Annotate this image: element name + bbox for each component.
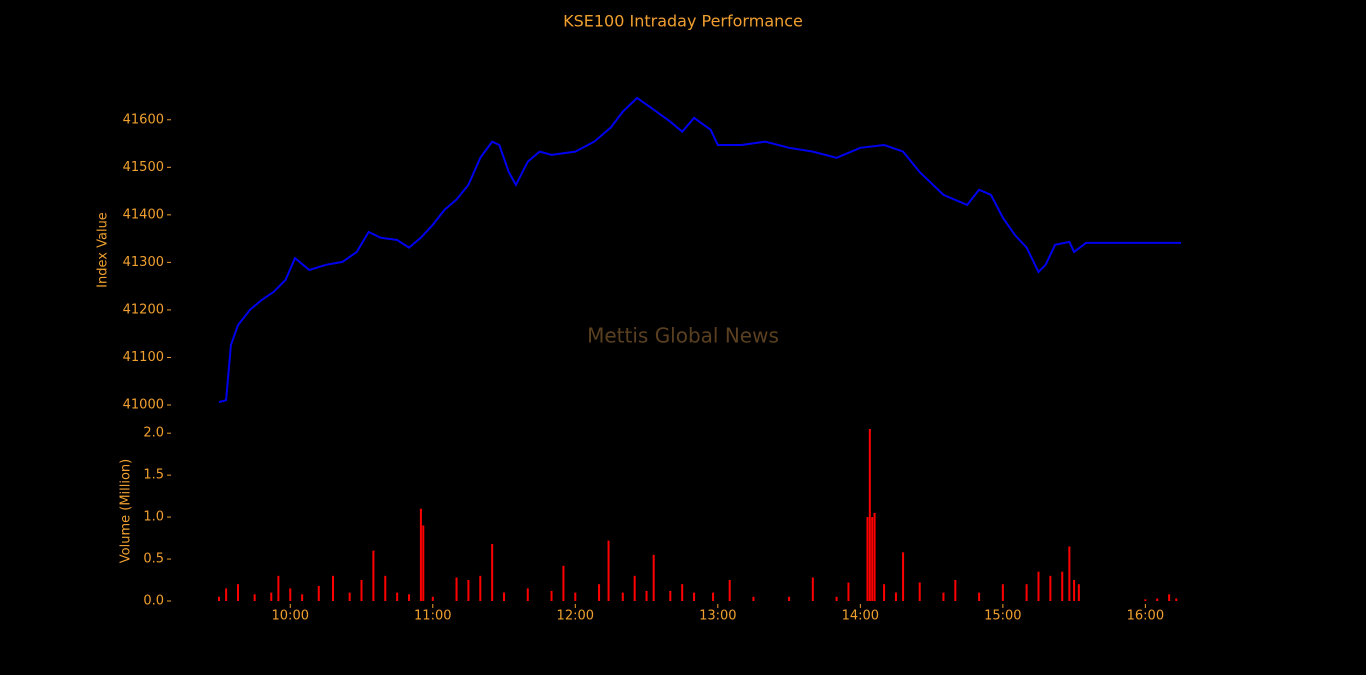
volume-bar xyxy=(847,582,850,601)
y-tick-label: 41000 xyxy=(123,398,164,413)
volume-bar xyxy=(225,588,228,601)
y-tick-label: 41100 xyxy=(123,350,164,365)
volume-bar xyxy=(669,590,672,601)
volume-bar xyxy=(1077,584,1080,601)
x-tick-label: 14:00 xyxy=(842,609,879,624)
y-tick-label: 2.0 xyxy=(143,426,164,441)
volume-bar xyxy=(598,584,601,601)
x-tick-label: 11:00 xyxy=(414,609,451,624)
volume-bar xyxy=(270,592,273,601)
x-tick-label: 15:00 xyxy=(984,609,1021,624)
volume-bar xyxy=(866,517,869,601)
chart-title: KSE100 Intraday Performance xyxy=(563,12,803,31)
volume-bar xyxy=(835,596,838,601)
volume-bar xyxy=(360,580,363,601)
volume-bar xyxy=(455,577,458,601)
watermark: Mettis Global News xyxy=(587,324,779,348)
volume-bar xyxy=(1144,599,1147,601)
volume-bar xyxy=(1049,575,1052,601)
volume-bar xyxy=(712,592,715,601)
y-tick-label: 41400 xyxy=(123,207,164,222)
volume-bar xyxy=(1001,584,1004,601)
volume-bar xyxy=(277,575,280,601)
volume-bar xyxy=(1068,546,1071,601)
volume-bar xyxy=(607,540,610,601)
volume-bar xyxy=(1025,584,1028,601)
volume-bar xyxy=(652,554,655,601)
volume-bar xyxy=(752,596,755,601)
volume-bar xyxy=(562,565,565,601)
volume-bar xyxy=(503,592,506,601)
volume-bar xyxy=(550,590,553,601)
volume-bar xyxy=(396,592,399,601)
volume-bar xyxy=(372,550,375,601)
y-axis-label: Index Value xyxy=(96,212,111,288)
y-tick-label: 41200 xyxy=(123,302,164,317)
volume-bar xyxy=(788,596,791,601)
volume-bar xyxy=(384,575,387,601)
volume-bar xyxy=(871,517,874,601)
volume-bar xyxy=(422,525,425,601)
volume-bar xyxy=(918,582,921,601)
volume-bar xyxy=(348,592,351,601)
volume-bar xyxy=(526,588,529,601)
volume-bar xyxy=(1156,598,1159,601)
volume-bar xyxy=(1168,594,1171,601)
y-tick-label: 1.0 xyxy=(143,510,164,525)
y-tick-label: 41600 xyxy=(123,112,164,127)
volume-bar xyxy=(954,580,957,601)
volume-bar xyxy=(868,429,871,601)
volume-bar xyxy=(728,580,731,601)
volume-bar xyxy=(1061,571,1064,601)
volume-bar xyxy=(894,592,897,601)
volume-bar xyxy=(419,508,422,601)
x-tick-label: 16:00 xyxy=(1127,609,1164,624)
volume-bar xyxy=(289,588,292,601)
volume-bar xyxy=(332,575,335,601)
y-axis-label: Volume (Million) xyxy=(119,459,134,563)
y-tick-label: 0.5 xyxy=(143,552,164,567)
volume-bar xyxy=(491,543,494,601)
volume-bar xyxy=(408,594,411,601)
y-tick-label: 0.0 xyxy=(143,594,164,609)
x-tick-label: 13:00 xyxy=(699,609,736,624)
y-tick-label: 41300 xyxy=(123,255,164,270)
volume-bar xyxy=(317,585,320,601)
volume-bar xyxy=(467,580,470,601)
volume-bar xyxy=(218,596,220,601)
volume-bar xyxy=(811,577,814,601)
volume-bar xyxy=(574,592,577,601)
volume-bar xyxy=(1037,571,1040,601)
x-tick-label: 12:00 xyxy=(557,609,594,624)
y-tick-label: 41500 xyxy=(123,160,164,175)
volume-bar xyxy=(902,552,905,601)
volume-bar xyxy=(253,594,256,601)
volume-bar xyxy=(693,592,696,601)
volume-bar xyxy=(942,592,945,601)
volume-bar xyxy=(1175,598,1178,601)
volume-bar xyxy=(633,575,636,601)
volume-bar xyxy=(883,584,886,601)
index-line xyxy=(218,96,1181,404)
x-tick-label: 10:00 xyxy=(272,609,309,624)
y-tick-label: 1.5 xyxy=(143,468,164,483)
volume-bar xyxy=(621,592,624,601)
volume-bar xyxy=(645,590,648,601)
volume-bar xyxy=(479,575,482,601)
volume-bar xyxy=(431,596,434,601)
volume-bar xyxy=(978,592,981,601)
volume-bar xyxy=(301,594,304,601)
volume-bar xyxy=(681,584,684,601)
volume-bar xyxy=(1073,580,1076,601)
volume-bar xyxy=(237,584,240,601)
volume-bar xyxy=(873,512,876,601)
